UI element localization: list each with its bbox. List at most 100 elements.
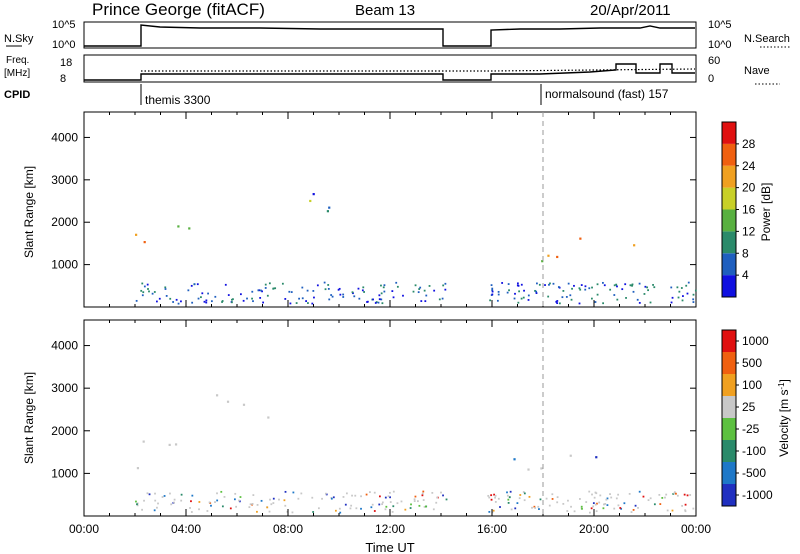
- colorbar-tick-label: 24: [742, 159, 756, 173]
- scatter-point: [527, 294, 530, 297]
- colorbar-segment: [722, 418, 736, 440]
- scatter-point: [580, 284, 583, 286]
- scatter-point: [684, 509, 687, 512]
- scatter-point: [284, 504, 287, 507]
- scatter-point: [290, 291, 293, 293]
- nave-tick-top: 60: [708, 55, 720, 67]
- scatter-point: [385, 505, 388, 508]
- scatter-point: [438, 298, 441, 301]
- scatter-point: [187, 289, 190, 292]
- scatter-point: [692, 301, 695, 303]
- scatter-point: [196, 283, 199, 286]
- scatter-point: [251, 290, 254, 293]
- scatter-point: [653, 503, 656, 506]
- scatter-point: [677, 296, 680, 299]
- scatter-point: [692, 293, 695, 296]
- scatter-point: [579, 498, 581, 500]
- scatter-point: [190, 511, 193, 513]
- scatter-point: [142, 291, 145, 294]
- cpid-label: CPID: [4, 89, 30, 101]
- scatter-point: [624, 283, 627, 286]
- scatter-point: [169, 492, 171, 495]
- scatter-point: [143, 241, 146, 244]
- scatter-point: [136, 467, 140, 470]
- scatter-point: [537, 505, 540, 508]
- scatter-point: [223, 495, 226, 498]
- x-tick-label: 00:00: [69, 522, 99, 536]
- scatter-point: [634, 504, 637, 507]
- scatter-point: [638, 282, 641, 285]
- scatter-point: [180, 493, 183, 496]
- scatter-point: [135, 500, 137, 503]
- scatter-point: [594, 301, 597, 303]
- scatter-point: [375, 301, 378, 303]
- scatter-point: [380, 298, 383, 301]
- scatter-point: [249, 503, 252, 506]
- scatter-point: [216, 499, 219, 502]
- scatter-point: [256, 510, 258, 513]
- velocity-panel: 1000 2000 3000 4000 00:00 04:00 08:00 12:00 16:…: [22, 319, 792, 536]
- nsky-tick-top: 10^5: [52, 19, 76, 31]
- scatter-point: [632, 509, 635, 511]
- scatter-point: [613, 284, 616, 287]
- scatter-point: [377, 301, 380, 304]
- velocity-colorbar-label: Velocity [m s-1]: [777, 379, 792, 457]
- scatter-point: [508, 289, 510, 292]
- scatter-point: [361, 289, 364, 292]
- scatter-point: [520, 297, 523, 300]
- cpid-segment-2: normalsound (fast) 157: [545, 87, 669, 101]
- scatter-point: [544, 284, 546, 286]
- scatter-point: [327, 284, 330, 286]
- scatter-point: [384, 508, 387, 511]
- scatter-point: [595, 510, 598, 513]
- scatter-point: [382, 286, 385, 289]
- scatter-point: [671, 509, 674, 512]
- scatter-point: [266, 294, 269, 297]
- scatter-point: [392, 505, 395, 508]
- scatter-point: [355, 507, 358, 510]
- scatter-point: [174, 443, 178, 446]
- scatter-point: [274, 287, 277, 290]
- freq-unit: [MHz]: [4, 68, 30, 79]
- scatter-point: [647, 499, 650, 502]
- scatter-point: [556, 255, 559, 259]
- scatter-point: [270, 503, 273, 506]
- scatter-point: [251, 297, 253, 300]
- y-tick-label: 2000: [51, 215, 78, 229]
- scatter-point: [381, 501, 384, 504]
- scatter-point: [540, 467, 543, 470]
- scatter-point: [321, 497, 323, 500]
- scatter-point: [493, 493, 496, 496]
- scatter-point: [215, 394, 219, 397]
- scatter-point: [632, 290, 635, 293]
- scatter-point: [588, 511, 591, 514]
- scatter-point: [578, 302, 581, 305]
- scatter-point: [383, 290, 386, 293]
- scatter-point: [666, 509, 669, 512]
- scatter-point: [534, 507, 537, 509]
- scatter-point: [350, 504, 353, 507]
- scatter-point: [268, 510, 271, 513]
- scatter-point: [239, 496, 242, 498]
- scatter-point: [380, 292, 383, 295]
- scatter-point: [578, 287, 581, 290]
- scatter-point: [191, 301, 194, 304]
- scatter-point: [391, 290, 394, 292]
- scatter-point: [292, 491, 295, 494]
- power-plot-area: [83, 111, 697, 308]
- nsky-label: N.Sky: [4, 33, 34, 45]
- scatter-point: [295, 302, 298, 304]
- colorbar-segment: [722, 484, 736, 506]
- scatter-point: [686, 494, 689, 497]
- scatter-point: [205, 301, 208, 304]
- scatter-point: [590, 507, 593, 510]
- scatter-point: [298, 297, 300, 300]
- scatter-point: [307, 302, 309, 304]
- scatter-point: [436, 496, 439, 499]
- scatter-point: [210, 300, 213, 303]
- scatter-point: [339, 511, 342, 514]
- colorbar-tick-label: -1000: [742, 488, 773, 502]
- scatter-point: [613, 507, 616, 510]
- scatter-point: [552, 282, 555, 285]
